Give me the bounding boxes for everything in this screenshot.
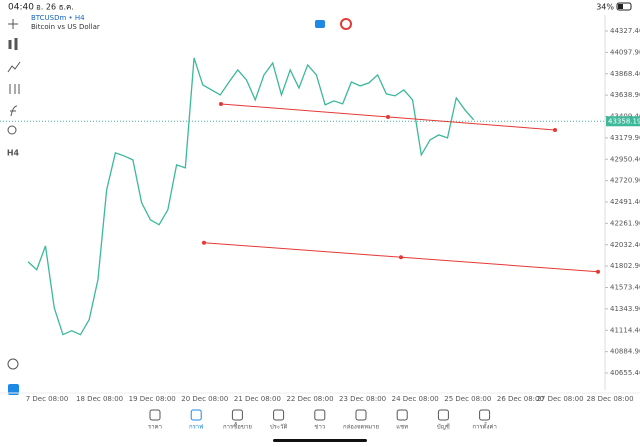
nav-icon[interactable] [355, 409, 367, 421]
battery-icon [616, 2, 632, 11]
status-date: อ. 26 ธ.ค. [36, 3, 74, 12]
x-tick-label: 19 Dec 08:00 [129, 395, 176, 403]
y-tick-label: 41573.40 [610, 284, 640, 292]
x-tick-label: 26 Dec 08:00 [497, 395, 544, 403]
trendline-end [553, 127, 557, 132]
current-price-badge [606, 116, 640, 127]
nav-icon[interactable] [231, 409, 243, 421]
symbol-name[interactable]: BTCUSDm • H4 [31, 14, 85, 22]
x-tick-label: 28 Dec 08:00 [586, 395, 633, 403]
y-tick-label: 42950.40 [610, 155, 640, 163]
nav-icon[interactable] [314, 409, 326, 421]
x-tick-label: 27 Dec 08:00 [536, 395, 583, 403]
nav-icon[interactable] [479, 409, 491, 421]
x-tick-label: 21 Dec 08:00 [234, 395, 281, 403]
y-tick-label: 41802.90 [610, 262, 640, 270]
crosshair-tool[interactable] [8, 19, 18, 29]
nav-label[interactable]: กล่องจดหมาย [343, 424, 379, 431]
trade-icon[interactable] [8, 384, 19, 395]
nav-label[interactable]: การตั้งค่า [472, 421, 496, 431]
trendline-end [596, 269, 600, 274]
home-indicator [273, 439, 367, 442]
y-tick-label: 43638.90 [610, 91, 640, 99]
trendline-start [219, 101, 223, 106]
y-tick-label: 40884.90 [610, 348, 640, 356]
buy-button[interactable] [340, 18, 352, 30]
trendline-mid [386, 114, 390, 119]
y-tick-label: 42032.40 [610, 241, 640, 249]
sell-button[interactable] [315, 20, 325, 28]
y-tick-label: 40655.40 [610, 369, 640, 377]
x-tick-label: 24 Dec 08:00 [392, 395, 439, 403]
nav-label[interactable]: การซื้อขาย [223, 421, 252, 431]
trendline-mid [399, 255, 403, 260]
x-tick-label: 25 Dec 08:00 [444, 395, 491, 403]
nav-icon[interactable] [396, 409, 408, 421]
chart-type-tool[interactable] [8, 38, 18, 50]
nav-label[interactable]: ประวัติ [270, 424, 288, 431]
nav-icon[interactable] [437, 409, 449, 421]
x-tick-label: 23 Dec 08:00 [339, 395, 386, 403]
nav-icon[interactable] [190, 409, 202, 421]
status-battery: 34% [596, 3, 614, 12]
status-time: 04:40 [8, 3, 34, 13]
nav-label[interactable]: กราฟ [189, 424, 203, 431]
nav-label[interactable]: ข่าว [314, 424, 325, 431]
current-price-label: 43358.19 [608, 117, 640, 125]
y-tick-label: 43179.90 [610, 134, 640, 142]
y-tick-label: 42720.90 [610, 177, 640, 185]
nav-icon[interactable] [149, 409, 161, 421]
symbol-description: Bitcoin vs US Dollar [31, 23, 100, 31]
price-line [27, 57, 475, 336]
y-tick-label: 42261.90 [610, 219, 640, 227]
timeframe-button[interactable]: H4 [7, 149, 20, 158]
nav-label[interactable]: ราคา [148, 424, 162, 431]
y-tick-label: 41343.90 [610, 305, 640, 313]
x-tick-label: 22 Dec 08:00 [286, 395, 333, 403]
nav-icon[interactable] [273, 409, 285, 421]
y-tick-label: 44097.90 [610, 48, 640, 56]
zoom-tool[interactable] [7, 358, 19, 370]
shapes-tool[interactable] [7, 125, 17, 135]
nav-label[interactable]: บัญชี [437, 423, 450, 431]
x-tick-label: 18 Dec 08:00 [76, 395, 123, 403]
y-tick-label: 44327.40 [610, 27, 640, 35]
indicators-tool[interactable] [7, 61, 21, 73]
x-tick-label: 7 Dec 08:00 [26, 395, 69, 403]
y-tick-label: 41114.40 [610, 326, 640, 334]
trendline-start [202, 240, 206, 245]
y-tick-label: 42491.40 [610, 198, 640, 206]
battery-level [618, 4, 623, 9]
nav-label[interactable]: แชท [396, 424, 408, 431]
x-tick-label: 20 Dec 08:00 [181, 395, 228, 403]
function-tool[interactable] [10, 105, 18, 117]
y-tick-label: 43868.40 [610, 70, 640, 78]
left-toolbar [7, 19, 21, 370]
objects-tool[interactable] [9, 84, 20, 94]
